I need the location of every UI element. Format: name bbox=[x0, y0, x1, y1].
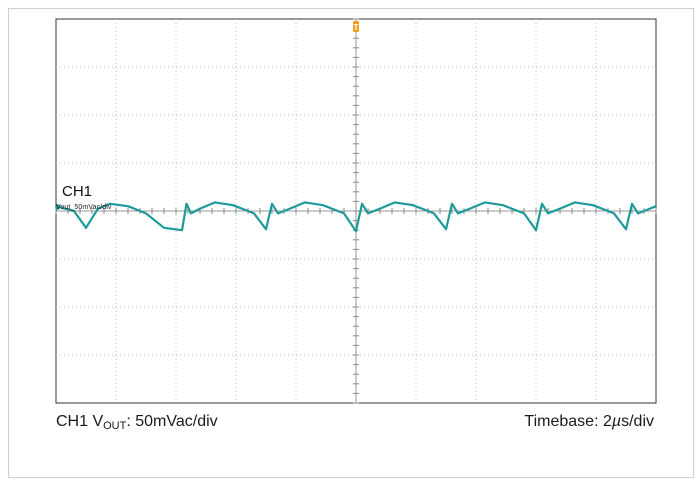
data-point bbox=[277, 212, 279, 215]
data-point bbox=[379, 207, 381, 210]
trigger-letter: T bbox=[354, 23, 359, 32]
data-point bbox=[163, 227, 165, 229]
data-point bbox=[637, 212, 639, 215]
data-point bbox=[535, 229, 537, 231]
data-point bbox=[457, 212, 459, 215]
data-point bbox=[451, 203, 453, 205]
data-point bbox=[85, 227, 87, 229]
data-point bbox=[541, 203, 543, 205]
figure-frame bbox=[8, 8, 694, 478]
caption-timebase-mu: µ bbox=[611, 413, 622, 430]
data-point bbox=[185, 203, 188, 205]
caption-vout: CH1 VOUT: 50mVac/div bbox=[56, 413, 218, 432]
channel-label: CH1 bbox=[62, 183, 93, 200]
data-point bbox=[445, 228, 447, 230]
data-point bbox=[613, 212, 615, 215]
data-point bbox=[55, 205, 57, 207]
trace-group bbox=[55, 201, 657, 233]
data-point bbox=[355, 230, 357, 232]
data-point bbox=[559, 207, 561, 210]
data-point bbox=[655, 205, 657, 207]
data-point bbox=[190, 212, 192, 215]
data-point bbox=[97, 207, 99, 210]
data-point bbox=[199, 207, 201, 210]
data-point bbox=[127, 205, 129, 207]
data-point bbox=[625, 228, 627, 230]
data-point bbox=[232, 204, 234, 206]
data-point bbox=[271, 203, 273, 205]
series-line bbox=[55, 201, 657, 233]
data-point bbox=[574, 201, 576, 204]
data-point bbox=[145, 212, 147, 215]
data-point bbox=[592, 204, 594, 206]
data-point bbox=[394, 201, 396, 204]
data-point bbox=[469, 207, 471, 210]
caption-vout-suffix: : 50mVac/div bbox=[126, 413, 218, 430]
data-point bbox=[502, 204, 504, 206]
data-point bbox=[289, 207, 291, 210]
data-point bbox=[649, 207, 651, 210]
caption-timebase: Timebase: 2µs/div bbox=[524, 413, 654, 431]
data-point bbox=[484, 201, 486, 204]
data-point bbox=[547, 212, 549, 215]
data-point bbox=[412, 204, 414, 206]
data-point bbox=[304, 201, 306, 204]
channel-sublabel: Vout_50mVac/div bbox=[56, 204, 112, 211]
data-point bbox=[73, 210, 75, 212]
data-point bbox=[523, 212, 525, 215]
caption-vout-prefix: CH1 V bbox=[56, 413, 104, 430]
data-point bbox=[214, 201, 216, 204]
caption-timebase-prefix: Timebase: 2 bbox=[524, 413, 612, 430]
data-point bbox=[361, 203, 363, 205]
caption-vout-subscript: OUT bbox=[103, 420, 127, 432]
data-point bbox=[631, 203, 633, 205]
caption-timebase-suffix: s/div bbox=[621, 413, 654, 430]
data-point bbox=[322, 204, 324, 206]
data-point bbox=[109, 203, 111, 205]
trigger-icon bbox=[353, 21, 359, 32]
data-point bbox=[253, 212, 255, 215]
data-point bbox=[181, 229, 183, 231]
data-point bbox=[265, 228, 267, 230]
data-point bbox=[433, 212, 435, 215]
data-point bbox=[367, 212, 369, 215]
data-point bbox=[343, 212, 345, 215]
